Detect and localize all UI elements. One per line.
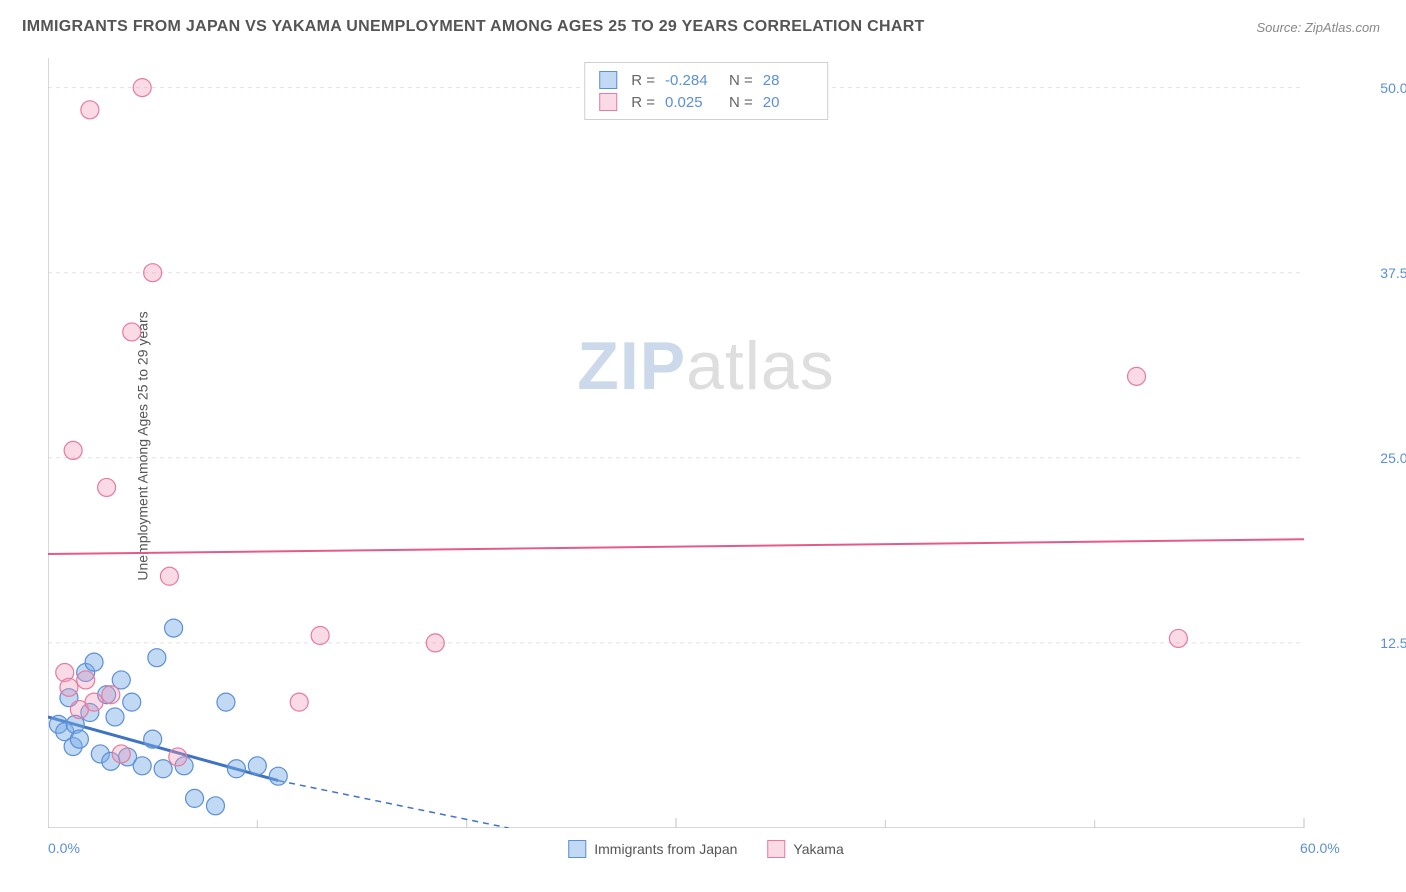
stat-n-value-1: 20	[763, 94, 813, 111]
legend-item-0: Immigrants from Japan	[568, 840, 737, 858]
legend-swatch-0	[568, 840, 586, 858]
stats-row-series-0: R = -0.284 N = 28	[599, 69, 813, 91]
swatch-series-1	[599, 93, 617, 111]
bottom-legend: Immigrants from Japan Yakama	[568, 840, 844, 858]
stat-n-value-0: 28	[763, 72, 813, 89]
stat-r-label: R =	[631, 72, 655, 89]
y-tick-label: 37.5%	[1380, 265, 1406, 281]
stat-r-value-0: -0.284	[665, 72, 715, 89]
x-tick-label: 0.0%	[48, 840, 80, 856]
y-tick-label: 12.5%	[1380, 635, 1406, 651]
stat-n-label: N =	[729, 94, 753, 111]
stat-n-label: N =	[729, 72, 753, 89]
stats-legend-box: R = -0.284 N = 28 R = 0.025 N = 20	[584, 62, 828, 120]
legend-label-1: Yakama	[793, 841, 843, 857]
y-tick-label: 50.0%	[1380, 80, 1406, 96]
source-attribution: Source: ZipAtlas.com	[1256, 20, 1380, 35]
swatch-series-0	[599, 71, 617, 89]
legend-swatch-1	[767, 840, 785, 858]
stat-r-label: R =	[631, 94, 655, 111]
x-tick-label: 60.0%	[1300, 840, 1340, 856]
stat-r-value-1: 0.025	[665, 94, 715, 111]
chart-title: IMMIGRANTS FROM JAPAN VS YAKAMA UNEMPLOY…	[22, 18, 925, 36]
stats-row-series-1: R = 0.025 N = 20	[599, 91, 813, 113]
legend-item-1: Yakama	[767, 840, 843, 858]
scatter-plot	[48, 58, 1364, 828]
chart-area: ZIPatlas R = -0.284 N = 28 R = 0.025 N =…	[48, 58, 1364, 828]
y-tick-label: 25.0%	[1380, 450, 1406, 466]
legend-label-0: Immigrants from Japan	[594, 841, 737, 857]
